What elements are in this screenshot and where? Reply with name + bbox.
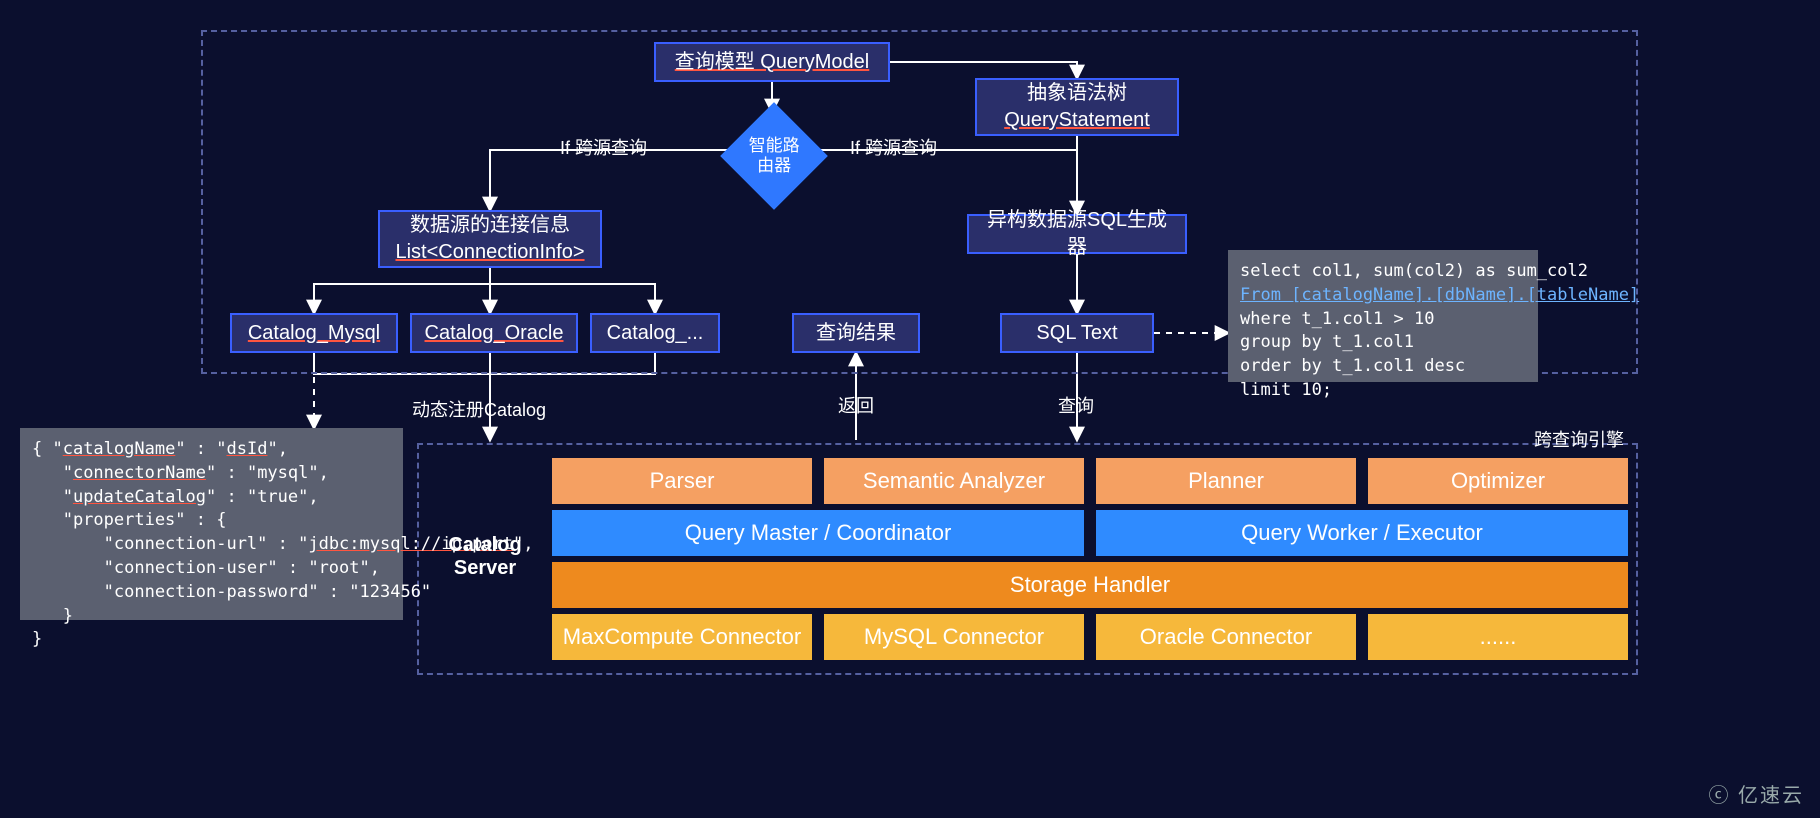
node-label: SQL Text: [1036, 320, 1117, 347]
node-label: Catalog_Mysql: [248, 320, 380, 347]
node-label: Catalog_Oracle: [425, 320, 564, 347]
node-query-model: 查询模型 QueryModel: [654, 42, 890, 82]
node-connection-info: 数据源的连接信息 List<ConnectionInfo>: [378, 210, 602, 268]
catalog-server-label: Catalog Server: [432, 534, 538, 584]
engine-row: MaxCompute Connector MySQL Connector Oracl…: [552, 614, 1628, 660]
engine-cell: MaxCompute Connector: [552, 614, 812, 660]
engine-cell: Oracle Connector: [1096, 614, 1356, 660]
node-sql-generator: 异构数据源SQL生成器: [967, 214, 1187, 254]
diamond-line: 由器: [757, 156, 791, 175]
edge-label-dynamic-register: 动态注册Catalog: [412, 396, 546, 422]
edge-label-query: 查询: [1058, 392, 1094, 418]
engine-row: Query Master / Coordinator Query Worker /…: [552, 510, 1628, 556]
diamond-line: 智能路: [749, 136, 800, 155]
engine-cell: Optimizer: [1368, 458, 1628, 504]
edge-label-return: 返回: [838, 392, 874, 418]
node-query-result: 查询结果: [792, 313, 920, 353]
edge-label-if-right: If 跨源查询: [850, 134, 937, 160]
engine-cell: Query Worker / Executor: [1096, 510, 1628, 556]
engine-cell: Parser: [552, 458, 812, 504]
node-label: 查询模型 QueryModel: [675, 49, 870, 76]
node-query-statement: 抽象语法树 QueryStatement: [975, 78, 1179, 136]
engine-cell: ......: [1368, 614, 1628, 660]
engine-row: Storage Handler: [552, 562, 1628, 608]
engine-row: Parser Semantic Analyzer Planner Optimizer: [552, 458, 1628, 504]
node-catalog-oracle: Catalog_Oracle: [410, 313, 578, 353]
engine-cell: Semantic Analyzer: [824, 458, 1084, 504]
node-label: QueryStatement: [1004, 107, 1150, 134]
node-label: 抽象语法树: [1027, 80, 1127, 107]
node-label: 数据源的连接信息: [410, 212, 570, 239]
edge-label-if-left: If 跨源查询: [560, 134, 647, 160]
node-catalog-more: Catalog_...: [590, 313, 720, 353]
engine-cell: Planner: [1096, 458, 1356, 504]
engine-title: 跨查询引擎: [1534, 426, 1624, 452]
node-label: Catalog_...: [607, 320, 704, 347]
codebox-sql: select col1, sum(col2) as sum_col2 From …: [1228, 250, 1538, 382]
node-label: 查询结果: [816, 320, 896, 347]
codebox-catalog-json: { "catalogName" : "dsId", "connectorName…: [20, 428, 403, 620]
watermark: ⓒ 亿速云: [1708, 779, 1804, 808]
node-catalog-mysql: Catalog_Mysql: [230, 313, 398, 353]
node-label: List<ConnectionInfo>: [395, 239, 584, 266]
node-label: 异构数据源SQL生成器: [979, 207, 1175, 261]
engine-cell: Query Master / Coordinator: [552, 510, 1084, 556]
engine-cell: MySQL Connector: [824, 614, 1084, 660]
node-sql-text: SQL Text: [1000, 313, 1154, 353]
engine-cell: Storage Handler: [552, 562, 1628, 608]
